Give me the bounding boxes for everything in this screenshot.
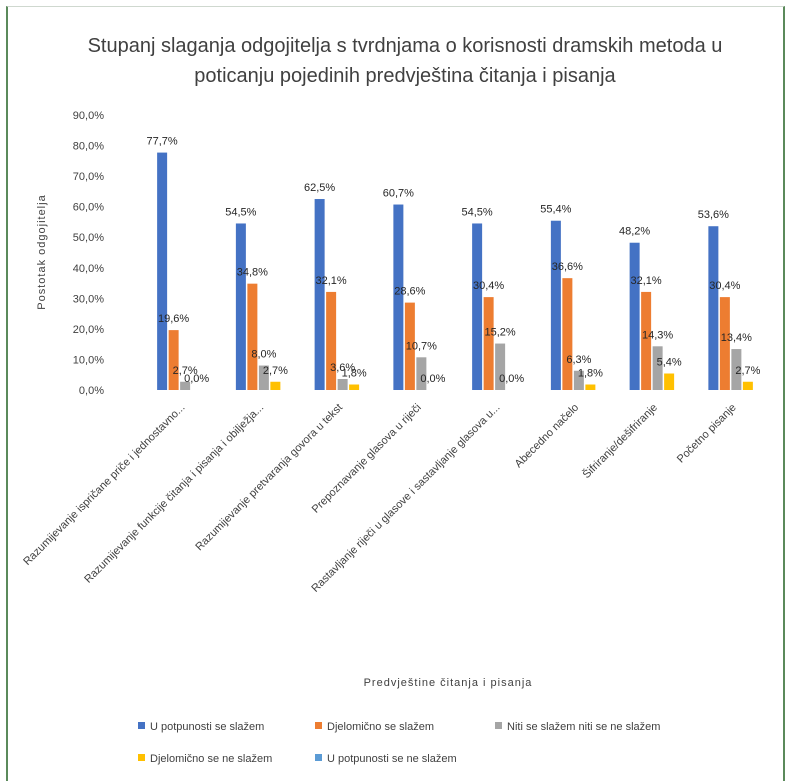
data-label: 77,7%: [147, 136, 178, 148]
data-label: 15,2%: [485, 327, 516, 339]
category-label: Šifriranje/dešifriranje: [580, 401, 660, 481]
data-label: 30,4%: [473, 280, 504, 292]
data-label: 54,5%: [462, 206, 493, 218]
data-label: 53,6%: [698, 209, 729, 221]
category-label: Razumijevanje ispričane priče i jednosta…: [21, 402, 187, 568]
data-label: 30,4%: [709, 280, 740, 292]
legend-swatch: [138, 754, 145, 761]
bar: [314, 199, 325, 390]
data-label: 0,0%: [420, 373, 445, 385]
data-label: 2,7%: [735, 365, 760, 377]
category-label: Razumijevanje funkcije čitanja i pisanja…: [82, 402, 266, 586]
bar: [258, 365, 269, 390]
chart-title-line-1: Stupanj slaganja odgojitelja s tvrdnjama…: [88, 35, 723, 57]
data-label: 48,2%: [619, 226, 650, 238]
bar: [349, 384, 360, 390]
data-label: 1,8%: [578, 368, 603, 380]
bar: [180, 381, 191, 390]
bar: [550, 220, 561, 390]
data-labels-group: 77,7%19,6%2,7%0,0%54,5%34,8%8,0%2,7%62,5…: [147, 136, 761, 385]
bar: [235, 223, 246, 390]
data-label: 8,0%: [251, 349, 276, 361]
legend-swatch: [138, 722, 145, 729]
y-tick-label: 50,0%: [73, 232, 104, 244]
bar: [708, 226, 719, 390]
legend-label: U potpunosti se slažem: [150, 721, 264, 733]
data-label: 32,1%: [316, 275, 347, 287]
bar: [495, 343, 506, 390]
bar: [573, 370, 584, 390]
bar: [742, 381, 753, 390]
y-axis-title: Postotak odgojitelja: [36, 194, 48, 309]
data-label: 55,4%: [540, 204, 571, 216]
legend-swatch: [315, 722, 322, 729]
x-axis-title: Predvještine čitanja i pisanja: [364, 677, 533, 689]
bar: [247, 283, 258, 390]
y-tick-label: 30,0%: [73, 293, 104, 305]
bar: [629, 242, 640, 390]
y-tick-label: 10,0%: [73, 354, 104, 366]
bar: [157, 152, 168, 390]
chart-title-line-2: poticanju pojedinih predvještina čitanja…: [194, 65, 616, 87]
legend-swatch: [315, 754, 322, 761]
legend-label: Djelomično se slažem: [327, 721, 434, 733]
y-tick-label: 60,0%: [73, 202, 104, 214]
data-label: 36,6%: [552, 261, 583, 273]
legend-label: Niti se slažem niti se ne slažem: [507, 721, 660, 733]
data-label: 34,8%: [237, 267, 268, 279]
bar: [562, 278, 573, 390]
data-label: 54,5%: [225, 206, 256, 218]
data-label: 1,8%: [342, 368, 367, 380]
bar: [719, 297, 730, 390]
bar: [664, 373, 675, 390]
data-label: 10,7%: [406, 340, 437, 352]
category-label: Početno pisanje: [675, 402, 739, 466]
bar: [416, 357, 427, 390]
bar: [393, 204, 404, 390]
bar: [326, 291, 337, 390]
bar: [585, 384, 596, 390]
bar: [731, 349, 742, 390]
y-tick-label: 90,0%: [73, 110, 104, 122]
legend-label: U potpunosti se ne slažem: [327, 753, 457, 765]
legend: U potpunosti se slažem Djelomično se slaž…: [138, 721, 660, 765]
bar: [270, 381, 281, 390]
data-label: 28,6%: [394, 286, 425, 298]
y-tick-label: 0,0%: [79, 385, 104, 397]
y-tick-label: 20,0%: [73, 324, 104, 336]
data-label: 13,4%: [721, 332, 752, 344]
legend-label: Djelomično se ne slažem: [150, 753, 272, 765]
y-tick-label: 40,0%: [73, 263, 104, 275]
bar: [337, 379, 348, 390]
y-tick-label: 80,0%: [73, 141, 104, 153]
bar: [641, 291, 652, 390]
data-label: 0,0%: [499, 373, 524, 385]
data-label: 6,3%: [566, 354, 591, 366]
data-label: 5,4%: [657, 357, 682, 369]
category-label: Razumijevanje pretvaranja govora u tekst: [193, 402, 345, 554]
data-label: 3,6%: [330, 362, 355, 374]
category-label: Rastavljanje riječi u glasove i sastavlj…: [309, 402, 502, 595]
data-label: 62,5%: [304, 182, 335, 194]
bar: [404, 302, 415, 390]
data-label: 2,7%: [263, 365, 288, 377]
bar: [472, 223, 483, 390]
data-label: 60,7%: [383, 188, 414, 200]
data-label: 2,7%: [173, 365, 198, 377]
data-label: 0,0%: [184, 373, 209, 385]
y-tick-label: 70,0%: [73, 171, 104, 183]
y-axis-ticks: 0,0% 10,0% 20,0% 30,0% 40,0% 50,0% 60,0% 70,0% 8…: [73, 110, 104, 397]
data-label: 32,1%: [631, 275, 662, 287]
bar: [483, 297, 494, 390]
chart-frame: [6, 6, 785, 781]
bar: [652, 346, 663, 390]
bars-group: [157, 152, 753, 390]
category-label: Abecedno načelo: [513, 402, 582, 471]
bar: [168, 330, 179, 390]
data-label: 19,6%: [158, 313, 189, 325]
legend-swatch: [495, 722, 502, 729]
data-label: 14,3%: [642, 329, 673, 341]
category-labels-group: Razumijevanje ispričane priče i jednosta…: [21, 401, 739, 595]
